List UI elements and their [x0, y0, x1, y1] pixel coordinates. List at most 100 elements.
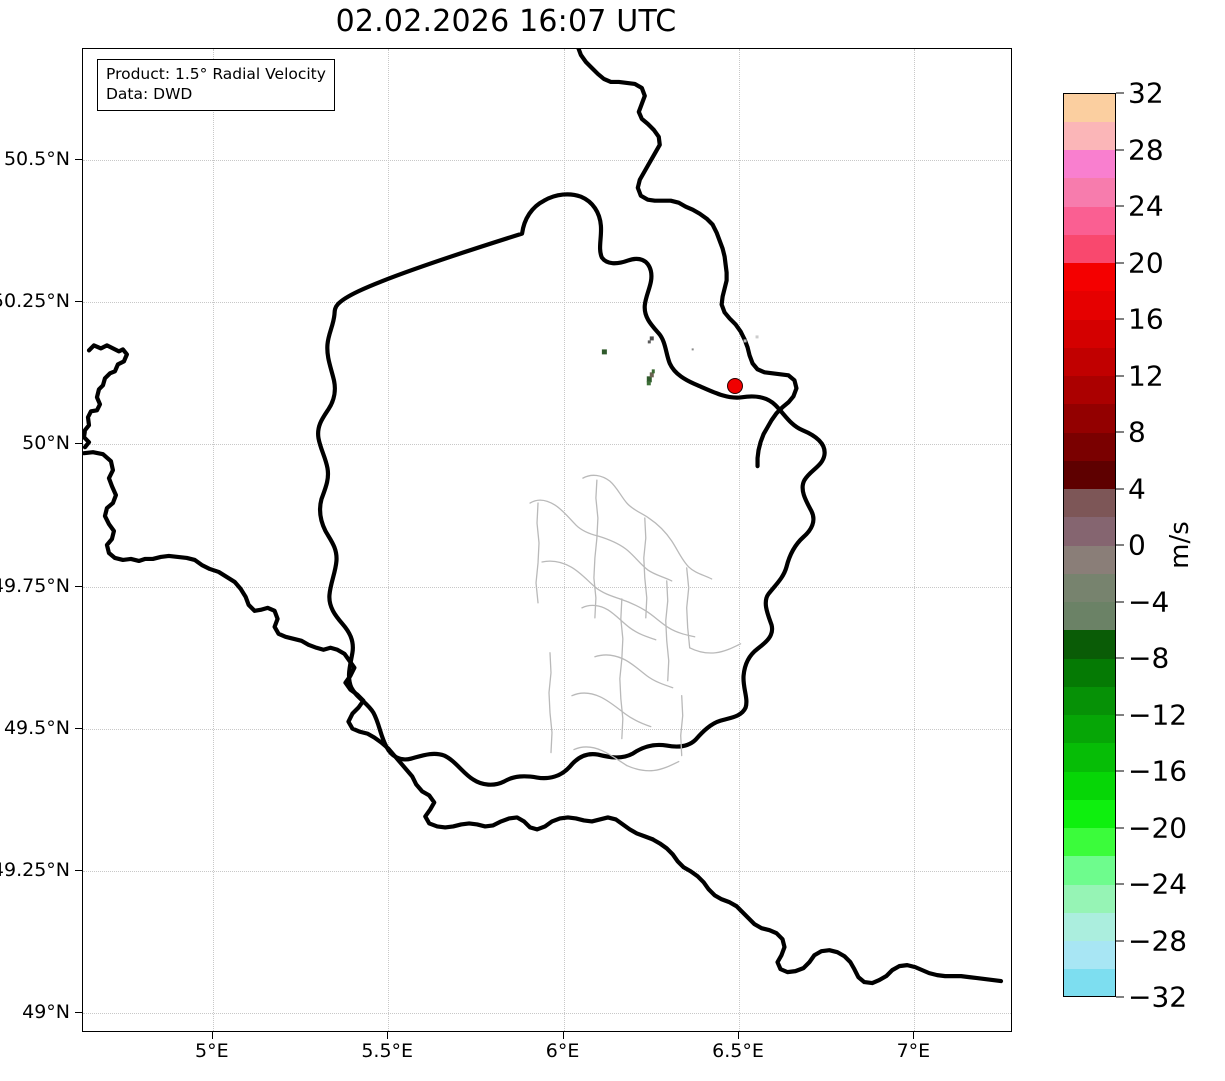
- border-belgium-france: [83, 343, 655, 842]
- colorbar-band: [1064, 884, 1115, 914]
- colorbar-tick-label: 12: [1128, 359, 1164, 392]
- colorbar-tick-mark: [1116, 996, 1124, 998]
- colorbar-tick-mark: [1116, 318, 1124, 320]
- colorbar-tick-label: 4: [1128, 472, 1146, 505]
- colorbar-tick-label: 16: [1128, 302, 1164, 336]
- colorbar-band: [1064, 686, 1115, 716]
- border-france-germany-south: [650, 837, 1004, 986]
- colorbar-band: [1064, 121, 1115, 151]
- gridline-lon-6: [563, 49, 565, 1031]
- colorbar-band: [1064, 771, 1115, 801]
- ytick-mark-49_25: [75, 870, 82, 871]
- colorbar-band: [1064, 941, 1115, 971]
- page-title: 02.02.2026 16:07 UTC: [335, 4, 677, 39]
- gridline-lat-49_75: [83, 586, 1011, 588]
- colorbar-band: [1064, 263, 1115, 293]
- colorbar-band: [1064, 799, 1115, 829]
- xtick-label-5_5: 5.5°E: [361, 1040, 414, 1062]
- xtick-mark-6: [562, 1032, 564, 1039]
- colorbar-band: [1064, 94, 1115, 123]
- colorbar-tick-label: 8: [1128, 415, 1146, 449]
- colorbar-unit-label: m/s: [1165, 521, 1195, 569]
- colorbar-tick-label: 20: [1128, 246, 1164, 279]
- colorbar-tick-mark: [1116, 92, 1124, 94]
- colorbar-tick-mark: [1116, 714, 1124, 715]
- colorbar-tick-mark: [1116, 657, 1124, 659]
- colorbar-tick-mark: [1116, 770, 1124, 772]
- colorbar-tick-mark: [1116, 827, 1124, 828]
- ytick-label-49_5: 49.5°N: [3, 717, 70, 739]
- xtick-label-7: 7°E: [896, 1040, 931, 1062]
- colorbar-tick-label: −28: [1128, 924, 1188, 957]
- colorbar[interactable]: [1063, 93, 1116, 997]
- ytick-label-50: 50°N: [22, 432, 70, 454]
- info-box: Product: 1.5° Radial Velocity Data: DWD: [97, 59, 335, 111]
- colorbar-band: [1064, 743, 1115, 773]
- colorbar-band: [1064, 856, 1115, 886]
- colorbar-tick-label: −32: [1128, 980, 1188, 1014]
- xtick-label-6: 6°E: [545, 1040, 580, 1062]
- colorbar-band: [1064, 206, 1115, 236]
- gridline-lon-6_5: [739, 49, 740, 1031]
- colorbar-tick-mark: [1116, 431, 1124, 433]
- colorbar-tick-label: 28: [1128, 133, 1164, 166]
- ytick-mark-49_5: [75, 728, 82, 729]
- map-plot-area[interactable]: Product: 1.5° Radial Velocity Data: DWD: [82, 48, 1012, 1032]
- colorbar-tick-mark: [1116, 544, 1124, 546]
- ytick-label-50_25: 50.25°N: [0, 290, 70, 312]
- ytick-mark-50_5: [75, 159, 82, 160]
- geographic-boundaries: [83, 49, 1004, 986]
- colorbar-band: [1064, 912, 1115, 942]
- colorbar-band: [1064, 347, 1115, 377]
- border-luxembourg-outline: [316, 192, 827, 787]
- colorbar-band: [1064, 460, 1115, 490]
- gridline-lon-5_5: [388, 49, 390, 1031]
- colorbar-tick-label: 0: [1128, 528, 1146, 562]
- colorbar-tick-label: −4: [1128, 585, 1170, 618]
- colorbar-tick-label: 32: [1128, 76, 1164, 110]
- colorbar-tick-label: −24: [1128, 867, 1188, 901]
- colorbar-band: [1064, 715, 1115, 745]
- colorbar-tick-mark: [1116, 205, 1124, 207]
- luxembourg-canton-borders: [529, 474, 742, 772]
- colorbar-band: [1064, 432, 1115, 462]
- colorbar-tick-label: −12: [1128, 698, 1188, 731]
- colorbar-tick-mark: [1116, 601, 1124, 602]
- colorbar-tick-label: −8: [1128, 641, 1170, 675]
- ytick-label-49: 49°N: [22, 1001, 70, 1023]
- colorbar-band: [1064, 969, 1115, 996]
- ytick-mark-49_75: [75, 586, 82, 587]
- ytick-mark-50: [75, 443, 82, 444]
- gridline-lon-7: [914, 49, 916, 1031]
- ytick-label-49_75: 49.75°N: [0, 575, 70, 597]
- colorbar-tick-mark: [1116, 883, 1124, 885]
- xtick-mark-5_5: [387, 1032, 389, 1039]
- radar-site-marker[interactable]: [727, 378, 743, 394]
- gridline-lat-49_5: [83, 728, 1011, 730]
- colorbar-band: [1064, 658, 1115, 688]
- colorbar-band: [1064, 291, 1115, 321]
- ytick-label-49_25: 49.25°N: [0, 859, 70, 881]
- colorbar-band: [1064, 150, 1115, 180]
- colorbar-tick-mark: [1116, 149, 1124, 150]
- colorbar-band: [1064, 517, 1115, 547]
- colorbar-band: [1064, 489, 1115, 519]
- ytick-mark-49: [75, 1012, 82, 1013]
- border-luxembourg-national: [318, 49, 825, 786]
- gridline-lon-5: [212, 49, 214, 1031]
- colorbar-band: [1064, 178, 1115, 208]
- xtick-mark-7: [913, 1032, 915, 1039]
- colorbar-band: [1064, 630, 1115, 660]
- xtick-label-6_5: 6.5°E: [712, 1040, 764, 1062]
- colorbar-tick-label: −16: [1128, 754, 1188, 788]
- gridline-lat-49_25: [83, 871, 1011, 872]
- colorbar-band: [1064, 828, 1115, 858]
- gridline-lat-49: [83, 1013, 1011, 1015]
- colorbar-band: [1064, 545, 1115, 575]
- colorbar-tick-mark: [1116, 262, 1124, 263]
- xtick-label-5: 5°E: [195, 1040, 229, 1062]
- border-belgium-germany: [576, 49, 799, 469]
- colorbar-band: [1064, 573, 1115, 603]
- colorbar-tick-mark: [1116, 488, 1124, 489]
- colorbar-band: [1064, 319, 1115, 349]
